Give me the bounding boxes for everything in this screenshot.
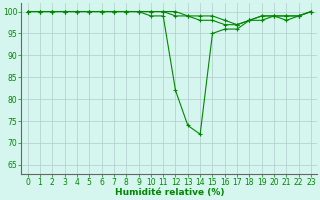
X-axis label: Humidité relative (%): Humidité relative (%) [115,188,224,197]
